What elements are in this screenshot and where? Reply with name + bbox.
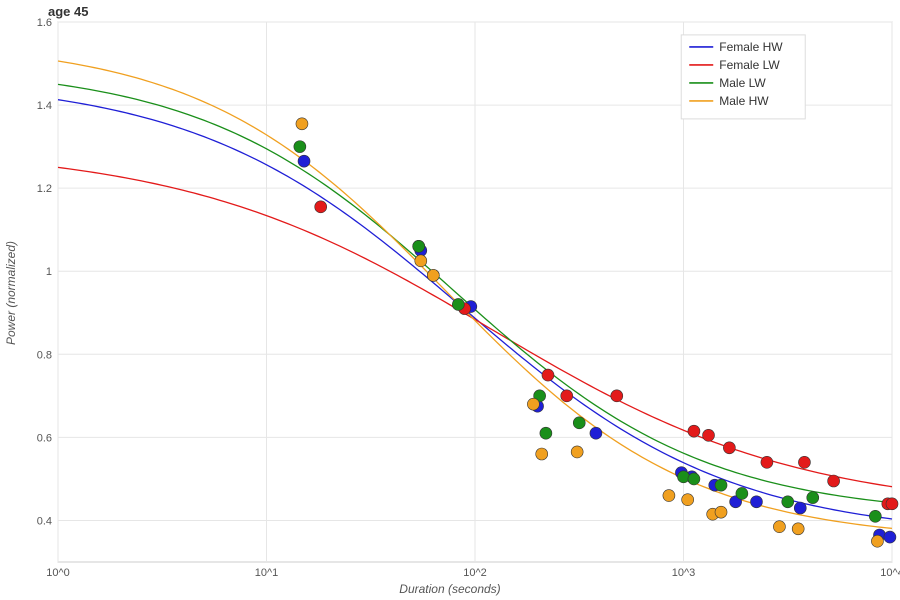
point-male-hw	[715, 506, 727, 518]
point-female-lw	[542, 369, 554, 381]
point-male-lw	[294, 141, 306, 153]
legend-label: Female HW	[719, 40, 783, 54]
point-female-lw	[561, 390, 573, 402]
power-duration-chart: age 45 Power (normalized) Duration (seco…	[0, 0, 900, 600]
svg-text:10^2: 10^2	[463, 567, 487, 579]
svg-text:1.4: 1.4	[37, 100, 52, 112]
legend-label: Male LW	[719, 76, 766, 90]
point-male-hw	[427, 269, 439, 281]
point-male-lw	[736, 487, 748, 499]
x-axis-label: Duration (seconds)	[0, 582, 900, 596]
point-male-hw	[663, 490, 675, 502]
point-female-lw	[688, 425, 700, 437]
point-male-hw	[296, 118, 308, 130]
point-male-hw	[871, 535, 883, 547]
y-tick-labels: 0.40.60.811.21.41.6	[37, 17, 52, 527]
svg-text:10^4: 10^4	[880, 567, 900, 579]
point-male-lw	[688, 473, 700, 485]
point-female-hw	[590, 427, 602, 439]
svg-text:1: 1	[46, 266, 52, 278]
svg-text:0.6: 0.6	[37, 432, 52, 444]
legend: Female HW Female LW Male LW Male HW	[681, 35, 805, 119]
svg-text:10^1: 10^1	[255, 567, 279, 579]
point-female-lw	[886, 498, 898, 510]
point-male-lw	[715, 479, 727, 491]
point-female-hw	[298, 155, 310, 167]
point-male-lw	[413, 240, 425, 252]
point-male-lw	[452, 298, 464, 310]
point-female-lw	[315, 201, 327, 213]
x-tick-labels: 10^0 10^1 10^2 10^3 10^4	[46, 567, 900, 579]
point-female-lw	[828, 475, 840, 487]
point-male-hw	[536, 448, 548, 460]
svg-text:0.4: 0.4	[37, 515, 52, 527]
point-female-lw	[703, 429, 715, 441]
point-male-hw	[527, 398, 539, 410]
point-male-hw	[792, 523, 804, 535]
svg-text:10^0: 10^0	[46, 567, 70, 579]
point-female-lw	[723, 442, 735, 454]
point-male-lw	[807, 492, 819, 504]
point-male-hw	[773, 521, 785, 533]
point-male-hw	[415, 255, 427, 267]
chart-title: age 45	[48, 4, 88, 19]
svg-text:0.8: 0.8	[37, 349, 52, 361]
point-female-lw	[761, 456, 773, 468]
point-female-hw	[750, 496, 762, 508]
point-female-hw	[794, 502, 806, 514]
point-male-lw	[869, 510, 881, 522]
y-axis-label: Power (normalized)	[4, 189, 18, 293]
point-female-lw	[611, 390, 623, 402]
point-male-lw	[678, 471, 690, 483]
point-male-lw	[573, 417, 585, 429]
point-male-lw	[540, 427, 552, 439]
point-female-hw	[884, 531, 896, 543]
legend-label: Male HW	[719, 94, 769, 108]
legend-label: Female LW	[719, 58, 780, 72]
chart-svg: 10^010^110^210^310^40.40.60.811.21.41.6F…	[0, 0, 900, 600]
svg-text:1.2: 1.2	[37, 183, 52, 195]
svg-text:10^3: 10^3	[672, 567, 696, 579]
point-male-hw	[682, 494, 694, 506]
point-female-lw	[798, 456, 810, 468]
point-male-lw	[782, 496, 794, 508]
point-male-hw	[571, 446, 583, 458]
